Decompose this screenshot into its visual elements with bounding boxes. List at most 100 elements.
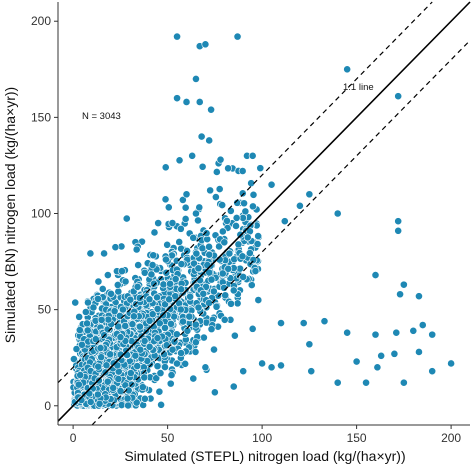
data-point — [129, 312, 138, 321]
data-point — [197, 132, 206, 141]
data-point — [157, 400, 165, 409]
data-point — [198, 244, 207, 253]
data-point — [343, 328, 352, 337]
data-point — [205, 242, 213, 251]
data-point — [97, 353, 106, 362]
data-point — [78, 340, 86, 349]
data-point — [145, 295, 154, 304]
data-point — [131, 351, 140, 360]
data-point — [102, 361, 111, 370]
data-point — [205, 299, 213, 307]
data-point — [81, 308, 90, 316]
data-point — [192, 209, 200, 218]
data-point — [76, 371, 85, 379]
data-point — [307, 367, 316, 376]
data-point — [175, 156, 184, 165]
data-point — [198, 162, 207, 171]
data-point — [226, 206, 235, 215]
data-point — [207, 105, 215, 114]
data-point — [205, 136, 214, 145]
data-point — [218, 269, 227, 278]
data-point — [171, 275, 180, 283]
data-point — [210, 388, 219, 397]
y-axis-title: Simulated (BN) nitrogen load (kg/(ha×yr)… — [2, 87, 18, 343]
data-point — [191, 338, 200, 347]
data-point — [140, 337, 149, 345]
data-point — [168, 345, 177, 354]
data-point — [243, 233, 252, 242]
data-point — [220, 315, 229, 324]
data-point — [123, 394, 132, 403]
data-point — [168, 219, 177, 227]
data-point — [71, 298, 80, 307]
data-point — [161, 195, 170, 204]
data-point — [396, 290, 404, 299]
data-point — [189, 374, 198, 383]
data-point — [247, 281, 256, 289]
data-point — [159, 280, 168, 289]
data-point — [107, 289, 115, 298]
data-point — [258, 359, 267, 368]
data-point — [175, 238, 184, 246]
data-point — [75, 326, 84, 334]
data-point — [83, 326, 92, 335]
data-point — [145, 342, 154, 351]
data-point — [210, 345, 218, 354]
data-point — [121, 277, 130, 286]
data-point — [394, 226, 403, 235]
data-point — [164, 203, 173, 212]
data-point — [140, 394, 149, 403]
data-point — [254, 296, 263, 304]
data-point — [218, 201, 227, 209]
data-point — [215, 185, 224, 193]
data-point — [173, 32, 181, 41]
data-point — [98, 285, 107, 293]
data-point — [119, 305, 127, 314]
one-to-one-line — [57, 1, 471, 422]
data-point — [239, 367, 248, 376]
data-point — [96, 344, 105, 352]
data-point — [160, 350, 168, 359]
data-point — [72, 345, 81, 353]
data-point — [225, 249, 234, 258]
data-point — [253, 240, 262, 248]
data-point — [177, 260, 186, 268]
data-point — [392, 328, 401, 337]
data-point — [224, 264, 233, 273]
data-point — [240, 199, 248, 208]
data-point — [299, 319, 308, 327]
data-point — [161, 363, 169, 371]
data-point — [209, 287, 218, 296]
data-point — [201, 40, 210, 49]
y-tick-label: 150 — [31, 110, 51, 124]
data-point — [103, 271, 112, 279]
data-point — [166, 279, 174, 288]
data-point — [305, 190, 314, 199]
data-point — [189, 233, 198, 242]
data-point — [192, 249, 201, 258]
data-point — [333, 378, 342, 387]
data-point — [163, 240, 172, 249]
data-point — [126, 295, 135, 304]
data-point — [173, 359, 181, 368]
data-point — [195, 203, 204, 212]
data-point — [150, 279, 158, 288]
data-point — [390, 349, 399, 358]
data-point — [132, 245, 141, 254]
data-point — [182, 98, 191, 106]
data-point — [113, 281, 122, 289]
data-point — [201, 363, 210, 372]
data-point — [114, 375, 123, 383]
data-point — [238, 167, 247, 175]
data-point — [194, 216, 202, 225]
data-point — [133, 362, 142, 370]
data-point — [138, 383, 147, 392]
data-point — [249, 190, 258, 199]
data-point — [399, 280, 408, 289]
data-point — [176, 224, 185, 233]
offset-dashed-line — [57, 1, 433, 384]
data-point — [277, 319, 285, 327]
data-point — [280, 217, 289, 226]
data-point — [83, 319, 91, 328]
data-point — [194, 303, 203, 312]
